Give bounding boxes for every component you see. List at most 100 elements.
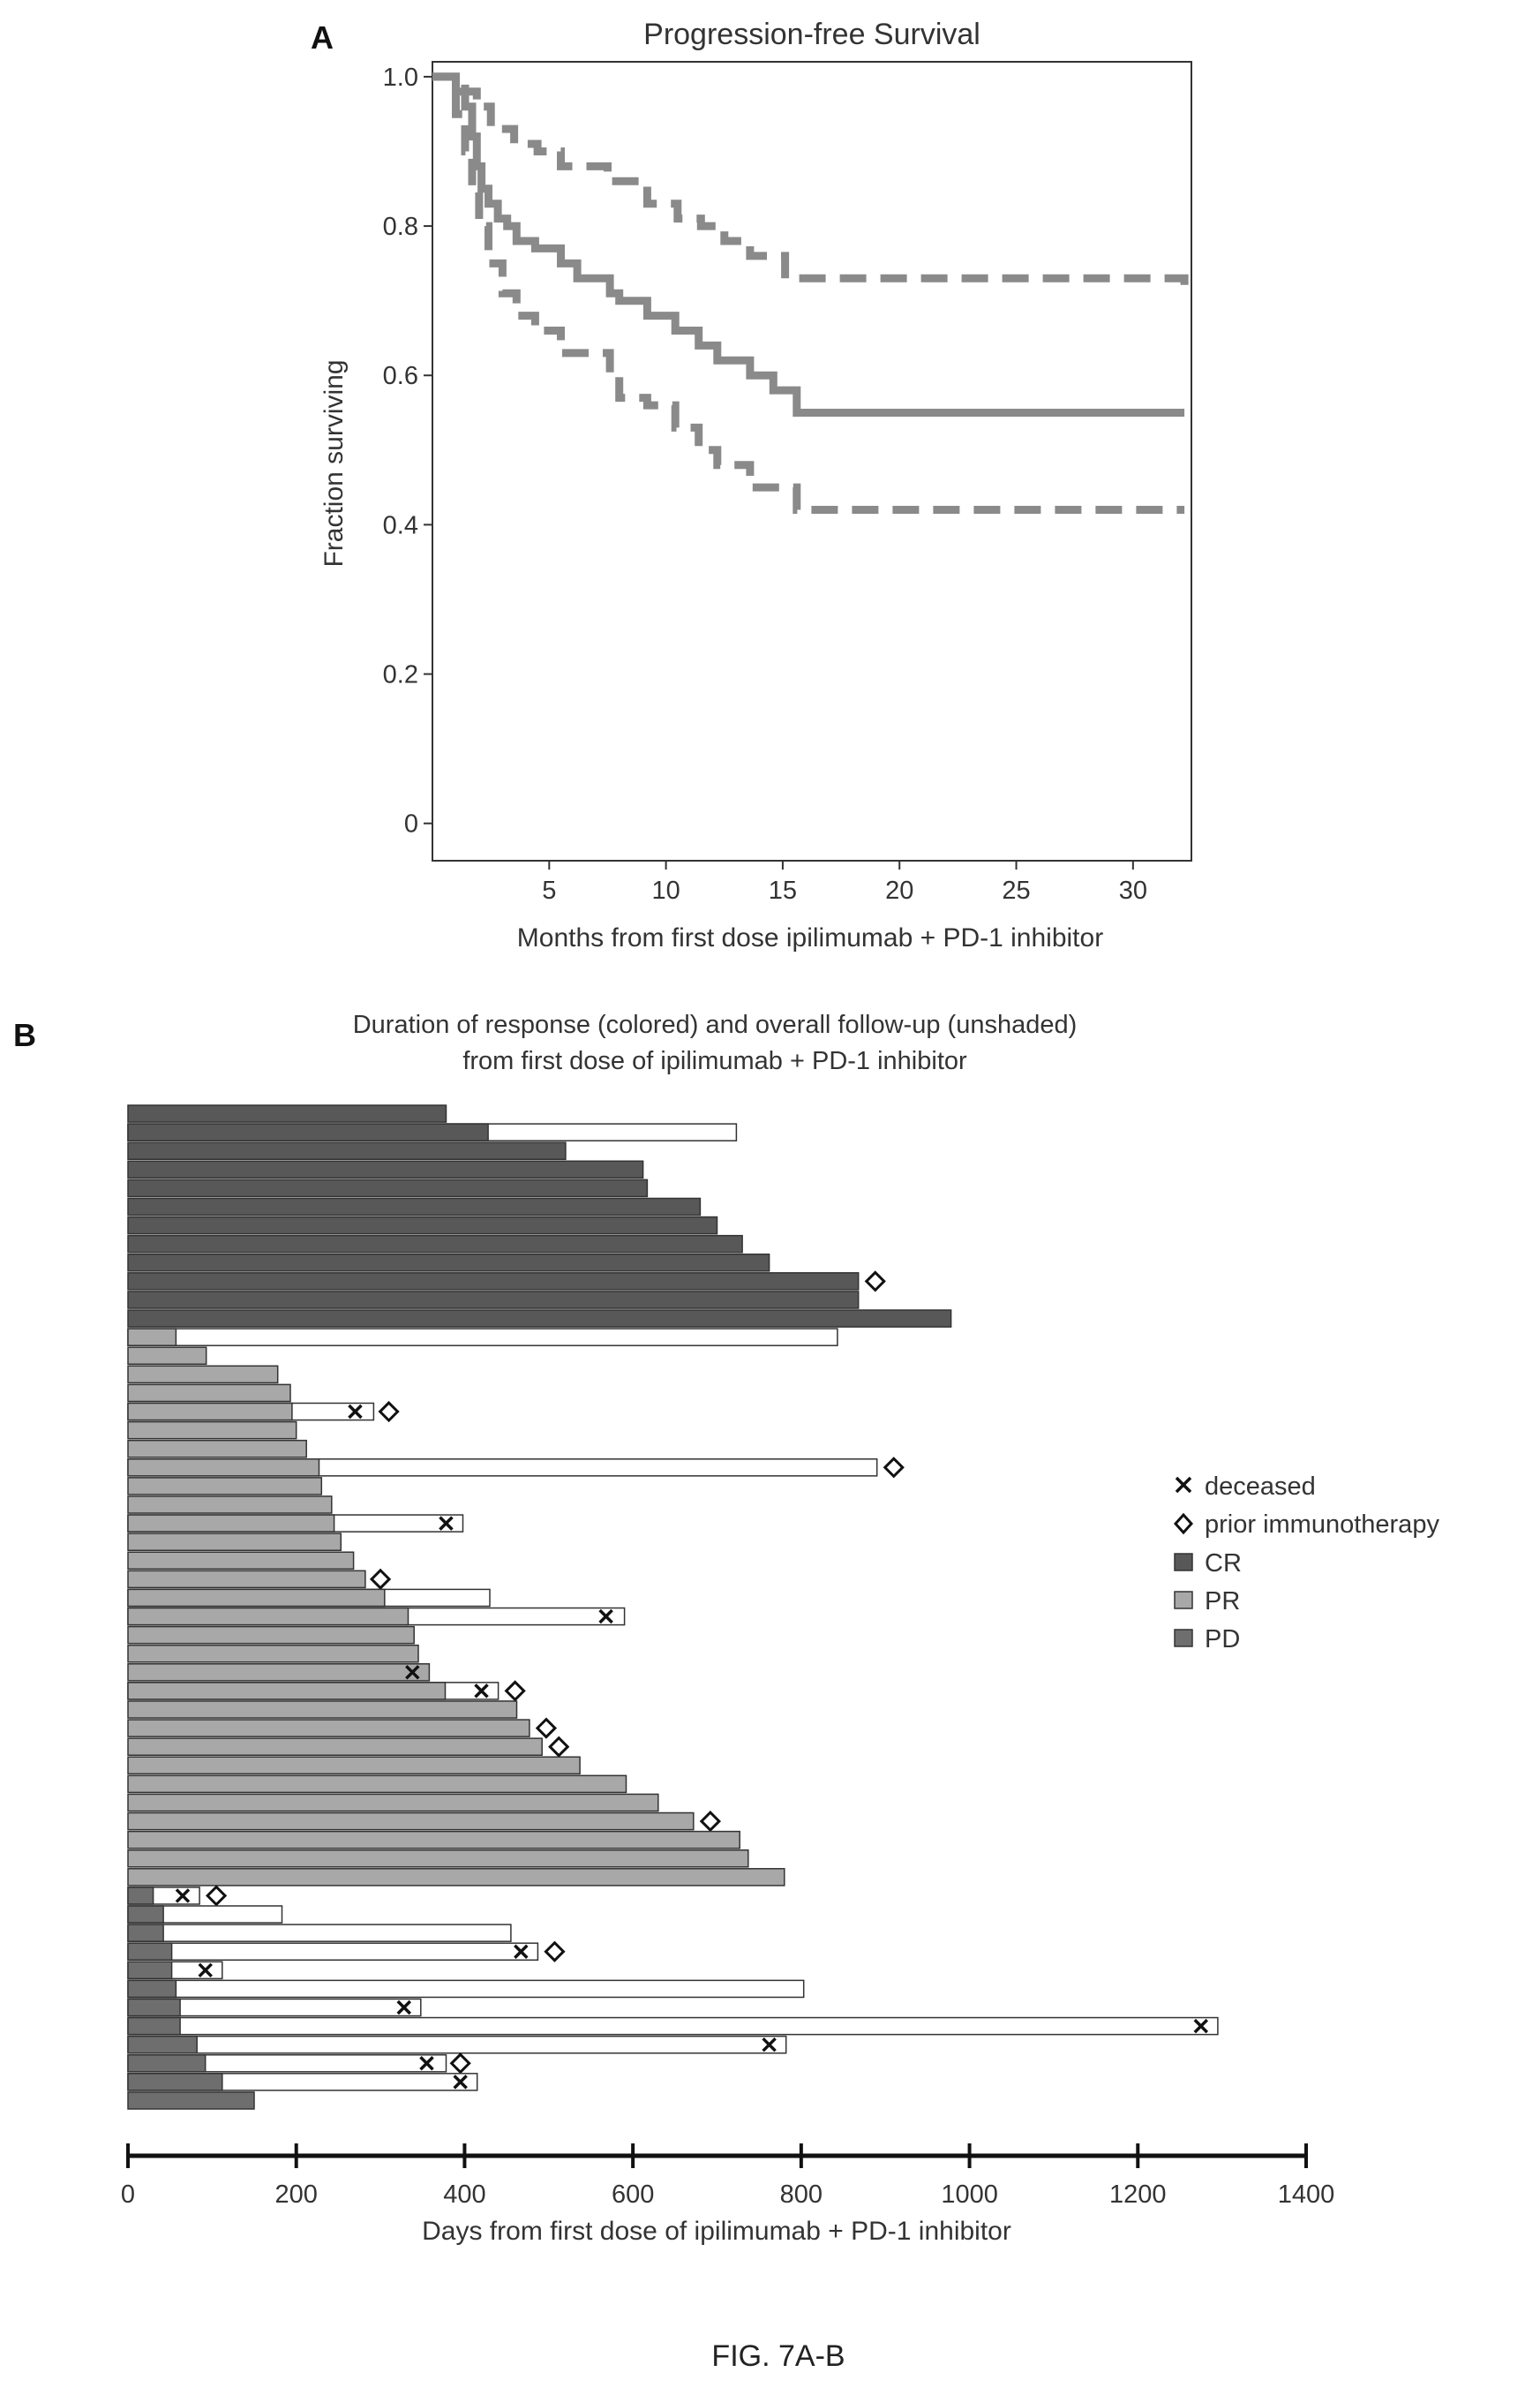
response-bar-cr: [127, 1234, 743, 1254]
response-bar-pr: [127, 1458, 320, 1477]
panel-a-x-tick-label: 5: [542, 877, 556, 905]
panel-b-response-chart: B Duration of response (colored) and ove…: [13, 1011, 1439, 2246]
patient-row: [127, 1551, 355, 1570]
panel-a-y-tick-label: 0.6: [383, 362, 418, 390]
response-bar-pr: [127, 1495, 333, 1514]
patient-row: [127, 2073, 478, 2091]
response-bar-pr: [127, 1682, 447, 1700]
panel-a-y-tick-label: 0.8: [383, 213, 418, 241]
patient-row: [127, 1400, 400, 1423]
response-bar-pd: [127, 1942, 173, 1962]
cr-swatch-icon: [1174, 1553, 1193, 1571]
patient-row: [127, 1680, 526, 1702]
panel-a-y-tick-label: 0.2: [383, 661, 418, 689]
deceased-marker: [419, 2056, 434, 2071]
deceased-marker: [175, 1888, 191, 1903]
patient-row: [127, 2035, 787, 2054]
response-bar-pr: [127, 1402, 293, 1421]
patient-row: [127, 2016, 1219, 2036]
response-bar-pr: [127, 1588, 386, 1608]
response-bar-cr: [127, 1104, 447, 1123]
panel-b-x-tick-label: 600: [612, 2180, 654, 2209]
patient-row: [127, 1568, 392, 1590]
patient-row: [127, 1533, 342, 1551]
patient-row: [127, 1141, 567, 1161]
response-bar-cr: [127, 1253, 770, 1272]
patient-row: [127, 2052, 471, 2075]
panel-b-bars-group: [127, 1104, 1219, 2110]
response-bar-pr: [127, 1420, 297, 1440]
response-bar-pr: [127, 1849, 749, 1868]
panel-a-y-axis: 0 0.2 0.4 0.6 0.8 1.0: [383, 64, 432, 839]
legend-label-prior-immunotherapy: prior immunotherapy: [1205, 1510, 1439, 1539]
prior-immunotherapy-marker: [369, 1568, 392, 1590]
legend-item-pr: PR: [1174, 1587, 1240, 1615]
panel-a-y-axis-label: Fraction surviving: [319, 359, 349, 567]
patient-row: [127, 1328, 838, 1346]
prior-immunotherapy-diamond-icon: [1173, 1512, 1194, 1535]
followup-bar: [127, 1979, 805, 1999]
panel-a-letter: A: [311, 19, 334, 56]
patient-row: [127, 1216, 718, 1235]
response-bar-pr: [127, 1383, 291, 1403]
panel-b-x-tick-label: 0: [121, 2180, 135, 2209]
response-bar-pd: [127, 2016, 181, 2036]
patient-row: [127, 1383, 291, 1403]
response-bar-cr: [127, 1309, 952, 1328]
panel-a-x-tick-label: 30: [1119, 877, 1147, 905]
patient-row: [127, 1717, 558, 1739]
patient-row: [127, 1514, 464, 1533]
response-bar-pr: [127, 1756, 581, 1775]
panel-a-y-tick-label: 0: [404, 810, 418, 839]
patient-row: [127, 1495, 333, 1514]
response-bar-pd: [127, 2035, 198, 2054]
response-bar-pr: [127, 1774, 627, 1794]
prior-immunotherapy-marker: [883, 1457, 905, 1479]
patient-row: [127, 1104, 447, 1123]
patient-row: [127, 1253, 770, 1272]
upper-ci-line: [432, 72, 1189, 286]
panel-b-legend: deceased prior immunotherapy CR PR PD: [1173, 1472, 1439, 1653]
patient-row: [127, 1270, 886, 1292]
km-estimate-line: [432, 72, 1185, 417]
prior-immunotherapy-marker: [206, 1885, 228, 1907]
deceased-marker: [514, 1944, 529, 1959]
response-bar-pd: [127, 2073, 223, 2091]
legend-item-cr: CR: [1174, 1549, 1242, 1578]
pd-swatch-icon: [1174, 1629, 1193, 1647]
followup-bar: [127, 1924, 512, 1942]
patient-row: [127, 1663, 431, 1682]
response-bar-pr: [127, 1328, 177, 1346]
deceased-marker: [405, 1665, 420, 1680]
panel-b-x-axis-label: Days from first dose of ipilimumab + PD-…: [422, 2217, 1011, 2246]
patient-row: [127, 1810, 721, 1833]
response-bar-cr: [127, 1291, 860, 1309]
legend-label-pd: PD: [1205, 1625, 1240, 1653]
patient-row: [127, 1160, 644, 1179]
response-bar-cr: [127, 1141, 567, 1161]
patient-row: [127, 1979, 805, 1999]
panel-a-x-axis: 5 10 15 20 25 30: [542, 861, 1147, 905]
response-bar-pr: [127, 1607, 409, 1626]
panel-b-x-tick-label: 1200: [1109, 2180, 1167, 2209]
response-bar-pd: [127, 1905, 164, 1924]
response-bar-pr: [127, 1700, 518, 1719]
prior-immunotherapy-marker: [548, 1736, 570, 1758]
patient-row: [127, 1346, 207, 1366]
patient-row: [127, 1179, 649, 1198]
figure-caption: FIG. 7A-B: [711, 2339, 845, 2373]
response-bar-pr: [127, 1551, 355, 1570]
pr-swatch-icon: [1174, 1591, 1193, 1609]
response-bar-pd: [127, 2091, 255, 2110]
followup-bar: [127, 2016, 1219, 2036]
response-bar-pr: [127, 1737, 543, 1756]
patient-row: [127, 1309, 952, 1328]
panel-a-series-group: [432, 72, 1189, 514]
patient-row: [127, 1439, 307, 1458]
patient-row: [127, 2091, 255, 2110]
panel-b-letter: B: [13, 1017, 36, 1053]
patient-row: [127, 1644, 419, 1663]
panel-b-x-tick-label: 800: [780, 2180, 823, 2209]
panel-b-x-axis: 0 200 400 600 800 1000 1200 1400: [121, 2143, 1334, 2209]
